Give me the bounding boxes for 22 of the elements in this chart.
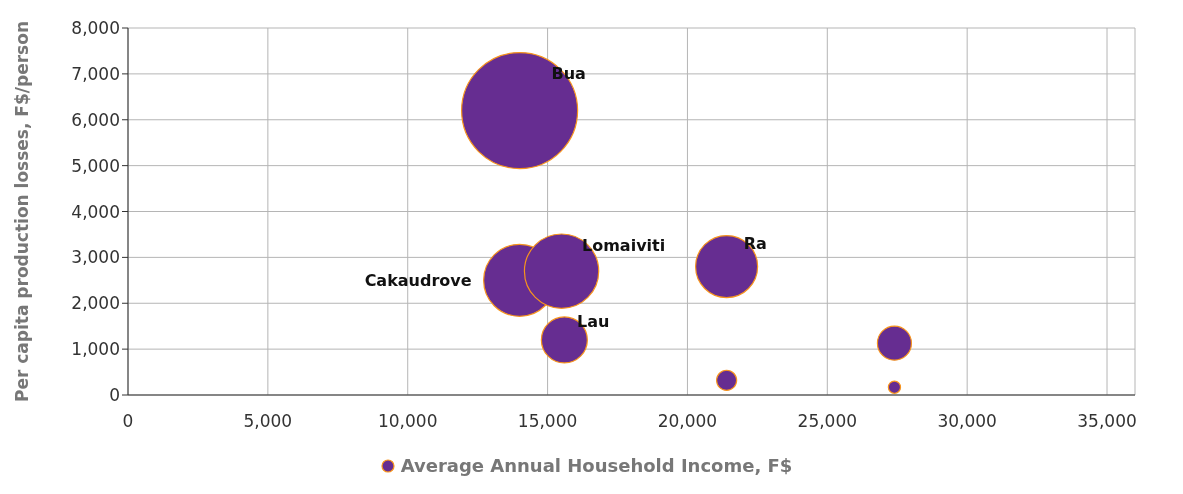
x-tick-label: 35,000 — [1077, 411, 1137, 432]
y-tick-label: 1,000 — [71, 339, 120, 360]
x-tick-label: 5,000 — [243, 411, 293, 432]
x-tick-label: 15,000 — [517, 411, 578, 432]
y-tick-label: 7,000 — [71, 63, 120, 84]
y-tick-label: 5,000 — [71, 155, 120, 176]
annotation: Cakaudrove — [364, 271, 472, 291]
x-tick-label: 10,000 — [377, 411, 438, 432]
y-tick-label: 6,000 — [71, 109, 120, 130]
x-tick-label: 30,000 — [937, 411, 997, 432]
x-tick-label: 20,000 — [657, 411, 718, 432]
annotation: Ra — [743, 234, 767, 254]
y-tick-label: 8,000 — [71, 18, 120, 39]
x-tick-label: 25,000 — [797, 411, 858, 432]
y-tick-label: 3,000 — [71, 247, 120, 268]
y-axis-title: Per capita production losses, F$/person — [12, 21, 32, 402]
x-tick-label: 0 — [122, 411, 134, 432]
y-tick-label: 4,000 — [71, 201, 120, 222]
y-tick-label: 2,000 — [71, 293, 120, 314]
legend-label: Average Annual Household Income, F$ — [399, 455, 793, 476]
y-tick-label: 0 — [109, 385, 120, 406]
annotation: Lau — [577, 312, 610, 332]
